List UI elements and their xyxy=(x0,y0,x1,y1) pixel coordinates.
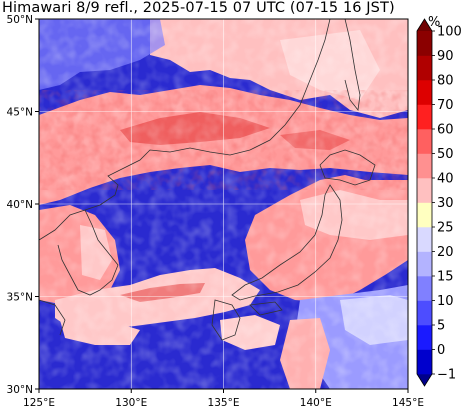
colorbar-label: 100 xyxy=(437,25,462,40)
colorbar-segment xyxy=(417,251,432,277)
colorbar-segment xyxy=(417,349,432,375)
lon-tick-label: 145°E xyxy=(392,397,424,409)
lat-tick-label: 35°N xyxy=(7,292,33,304)
colorbar-segment xyxy=(417,300,432,326)
lat-tick-label: 50°N xyxy=(7,14,33,26)
coastlines xyxy=(39,19,376,341)
colorbar-label: 40 xyxy=(437,172,454,187)
colorbar-label: 25 xyxy=(437,221,454,236)
colorbar-segment xyxy=(417,153,432,179)
colorbar-segment xyxy=(417,276,432,301)
colorbar-segment xyxy=(417,202,432,228)
colorbar-label: 60 xyxy=(437,123,454,138)
colorbar-segment xyxy=(417,31,432,56)
latitude-axis: 50°N 45°N 40°N 35°N 30°N xyxy=(7,14,39,396)
colorbar-segment xyxy=(417,104,432,130)
colorbar: −1 0 5 10 15 20 25 30 40 50 60 70 80 90 100% xyxy=(416,15,462,387)
colorbar-segment xyxy=(417,178,432,203)
satellite-map xyxy=(39,19,408,389)
colorbar-extend-min xyxy=(417,374,432,386)
colorbar-segment xyxy=(417,129,432,154)
colorbar-label: 20 xyxy=(437,245,454,260)
lon-tick-label: 140°E xyxy=(300,397,332,409)
lon-tick-label: 130°E xyxy=(115,397,147,409)
colorbar-label: 50 xyxy=(437,147,454,162)
colorbar-label: −1 xyxy=(437,368,456,383)
lon-tick-label: 135°E xyxy=(208,397,240,409)
colorbar-label: 10 xyxy=(437,294,454,309)
colorbar-segment xyxy=(417,80,432,105)
coastline-hokkaido xyxy=(319,149,376,186)
coastline-mainland xyxy=(39,19,331,241)
colorbar-label: 90 xyxy=(437,49,454,64)
lat-tick-label: 45°N xyxy=(7,107,33,119)
colorbar-label: 0 xyxy=(437,343,445,358)
colorbar-segment xyxy=(417,55,432,81)
coastline-korea xyxy=(57,209,119,296)
map-title: Himawari 8/9 refl., 2025-07-15 07 UTC (0… xyxy=(2,0,395,16)
lon-tick-label: 125°E xyxy=(23,397,55,409)
colorbar-label: 80 xyxy=(437,74,454,89)
colorbar-segment xyxy=(417,227,432,252)
colorbar-label: 70 xyxy=(437,98,454,113)
coastline-china-east xyxy=(39,299,66,336)
coastline-honshu xyxy=(231,184,343,301)
colorbar-label: 30 xyxy=(437,196,454,211)
longitude-axis: 125°E 130°E 135°E 140°E 145°E xyxy=(23,389,424,409)
lat-tick-label: 40°N xyxy=(7,199,33,211)
colorbar-segment xyxy=(417,325,432,350)
colorbar-label: 15 xyxy=(437,270,454,285)
colorbar-unit: % xyxy=(428,15,440,30)
coastline-sakhalin xyxy=(344,19,361,111)
lat-tick-label: 30°N xyxy=(7,384,33,396)
colorbar-extend-max xyxy=(417,19,432,31)
coastline-kyushu-shikoku xyxy=(211,299,283,341)
colorbar-label: 5 xyxy=(437,319,445,334)
graticule xyxy=(39,19,408,389)
